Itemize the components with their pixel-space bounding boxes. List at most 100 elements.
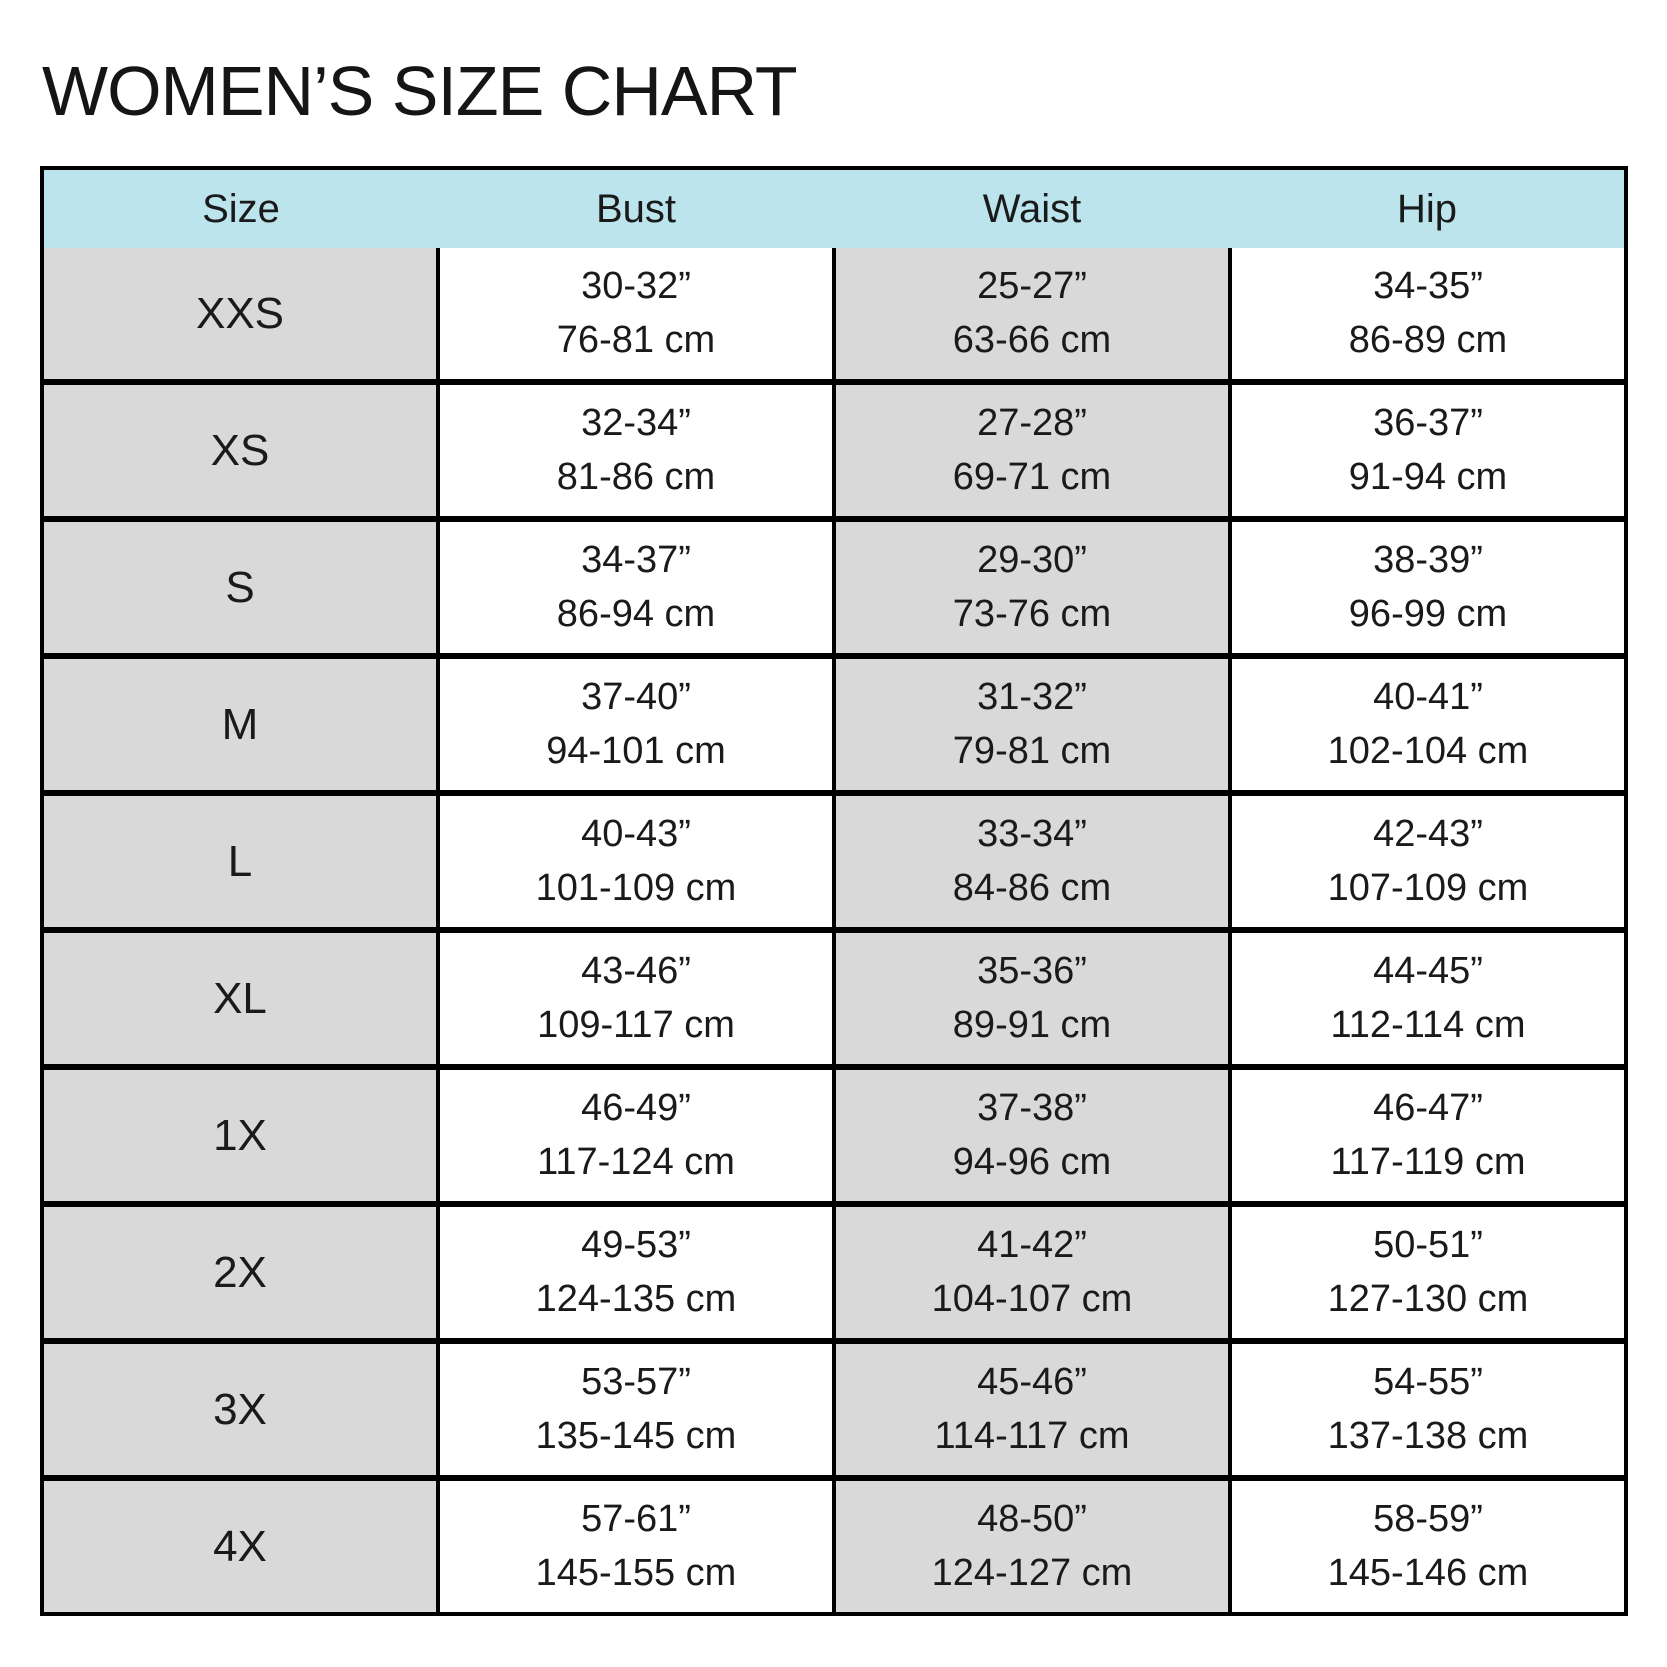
bust-inches: 37-40” [581,675,691,718]
waist-cell: 27-28” 69-71 cm [832,379,1230,519]
hip-cell: 54-55” 137-138 cm [1228,1338,1626,1478]
bust-inches: 46-49” [581,1086,691,1129]
size-chart-table: Size Bust Waist Hip XXS 30-32” 76-81 cm … [40,166,1628,1616]
bust-inches: 43-46” [581,949,691,992]
waist-cell: 35-36” 89-91 cm [832,927,1230,1067]
bust-cm: 109-117 cm [537,1003,735,1046]
size-label: XXS [42,248,438,382]
waist-cell: 48-50” 124-127 cm [832,1475,1230,1614]
waist-inches: 33-34” [977,812,1087,855]
waist-cell: 33-34” 84-86 cm [832,790,1230,930]
bust-cm: 76-81 cm [556,318,716,361]
waist-cm: 73-76 cm [952,592,1112,635]
hip-cm: 127-130 cm [1327,1277,1529,1320]
table-row-xs: XS 32-34” 81-86 cm 27-28” 69-71 cm 36-37… [42,379,1626,519]
hip-cm: 112-114 cm [1330,1003,1526,1046]
hip-inches: 44-45” [1373,949,1483,992]
bust-cm: 101-109 cm [535,866,737,909]
bust-cell: 37-40” 94-101 cm [436,653,834,793]
bust-inches: 49-53” [581,1223,691,1266]
hip-cm: 96-99 cm [1348,592,1508,635]
page-title: WOMEN’S SIZE CHART [42,52,798,130]
waist-cm: 84-86 cm [952,866,1112,909]
size-label: 1X [42,1064,438,1204]
waist-cm: 89-91 cm [952,1003,1112,1046]
size-label: 3X [42,1338,438,1478]
waist-inches: 48-50” [977,1497,1087,1540]
size-label: XS [42,379,438,519]
bust-cell: 57-61” 145-155 cm [436,1475,834,1614]
table-row-1x: 1X 46-49” 117-124 cm 37-38” 94-96 cm 46-… [42,1064,1626,1204]
hip-cell: 42-43” 107-109 cm [1228,790,1626,930]
waist-inches: 25-27” [977,264,1087,307]
bust-inches: 32-34” [581,401,691,444]
size-label: L [42,790,438,930]
table-row-m: M 37-40” 94-101 cm 31-32” 79-81 cm 40-41… [42,653,1626,793]
hip-cm: 145-146 cm [1327,1551,1529,1594]
waist-inches: 27-28” [977,401,1087,444]
hip-cm: 86-89 cm [1348,318,1508,361]
hip-inches: 34-35” [1373,264,1483,307]
waist-cm: 124-127 cm [931,1551,1133,1594]
table-row-xxs: XXS 30-32” 76-81 cm 25-27” 63-66 cm 34-3… [42,248,1626,382]
bust-cell: 49-53” 124-135 cm [436,1201,834,1341]
hip-cm: 117-119 cm [1330,1140,1526,1183]
hip-inches: 36-37” [1373,401,1483,444]
waist-cell: 45-46” 114-117 cm [832,1338,1230,1478]
waist-inches: 29-30” [977,538,1087,581]
hip-cell: 36-37” 91-94 cm [1228,379,1626,519]
waist-cm: 69-71 cm [952,455,1112,498]
hip-cm: 102-104 cm [1327,729,1529,772]
hip-cm: 107-109 cm [1327,866,1529,909]
bust-inches: 57-61” [581,1497,691,1540]
hip-cell: 50-51” 127-130 cm [1228,1201,1626,1341]
hip-inches: 46-47” [1373,1086,1483,1129]
waist-inches: 31-32” [977,675,1087,718]
bust-cm: 124-135 cm [535,1277,737,1320]
hip-inches: 38-39” [1373,538,1483,581]
column-header-size: Size [42,168,438,248]
bust-cell: 32-34” 81-86 cm [436,379,834,519]
column-header-hip: Hip [1230,168,1626,248]
table-row-3x: 3X 53-57” 135-145 cm 45-46” 114-117 cm 5… [42,1338,1626,1478]
waist-cm: 79-81 cm [952,729,1112,772]
waist-cm: 104-107 cm [931,1277,1133,1320]
bust-inches: 30-32” [581,264,691,307]
column-header-bust: Bust [438,168,834,248]
bust-inches: 40-43” [581,812,691,855]
waist-cell: 25-27” 63-66 cm [832,248,1230,382]
waist-cm: 63-66 cm [952,318,1112,361]
size-label: XL [42,927,438,1067]
bust-cell: 40-43” 101-109 cm [436,790,834,930]
table-row-s: S 34-37” 86-94 cm 29-30” 73-76 cm 38-39”… [42,516,1626,656]
header-row: Size Bust Waist Hip [42,168,1626,248]
hip-inches: 58-59” [1373,1497,1483,1540]
size-label: S [42,516,438,656]
waist-cm: 114-117 cm [934,1414,1130,1457]
hip-inches: 54-55” [1373,1360,1483,1403]
bust-cell: 46-49” 117-124 cm [436,1064,834,1204]
size-label: 4X [42,1475,438,1614]
hip-cell: 46-47” 117-119 cm [1228,1064,1626,1204]
table-row-4x: 4X 57-61” 145-155 cm 48-50” 124-127 cm 5… [42,1475,1626,1614]
waist-cell: 29-30” 73-76 cm [832,516,1230,656]
table-row-xl: XL 43-46” 109-117 cm 35-36” 89-91 cm 44-… [42,927,1626,1067]
hip-inches: 40-41” [1373,675,1483,718]
table-row-2x: 2X 49-53” 124-135 cm 41-42” 104-107 cm 5… [42,1201,1626,1341]
size-label: M [42,653,438,793]
bust-cell: 34-37” 86-94 cm [436,516,834,656]
waist-inches: 45-46” [977,1360,1087,1403]
bust-cell: 53-57” 135-145 cm [436,1338,834,1478]
bust-cm: 94-101 cm [546,729,726,772]
bust-cm: 135-145 cm [535,1414,737,1457]
table-row-l: L 40-43” 101-109 cm 33-34” 84-86 cm 42-4… [42,790,1626,930]
waist-cell: 31-32” 79-81 cm [832,653,1230,793]
hip-cell: 40-41” 102-104 cm [1228,653,1626,793]
bust-cm: 117-124 cm [537,1140,735,1183]
bust-cm: 145-155 cm [535,1551,737,1594]
hip-inches: 42-43” [1373,812,1483,855]
size-label: 2X [42,1201,438,1341]
hip-cell: 58-59” 145-146 cm [1228,1475,1626,1614]
column-header-waist: Waist [834,168,1230,248]
bust-cm: 81-86 cm [556,455,716,498]
